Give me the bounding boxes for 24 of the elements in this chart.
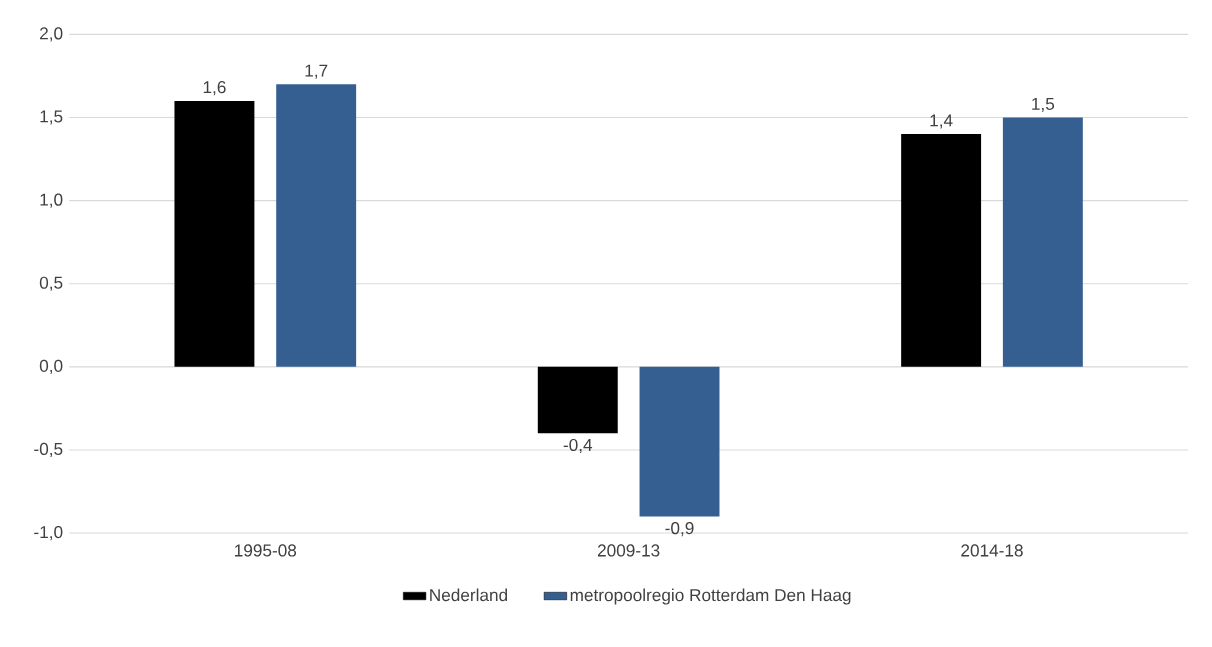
legend-label: Nederland xyxy=(430,588,508,602)
bar xyxy=(174,100,255,367)
y-tick-label: 0,5 xyxy=(39,276,63,291)
x-tick-label: 2009-13 xyxy=(597,544,660,557)
data-label: 1,7 xyxy=(305,64,328,79)
data-label: 1,4 xyxy=(930,114,953,129)
bar xyxy=(901,134,982,367)
bar xyxy=(639,366,720,517)
data-label: 1,6 xyxy=(203,81,226,96)
bar xyxy=(1002,117,1083,367)
bar xyxy=(276,84,357,367)
y-tick-label: 0,0 xyxy=(39,359,63,375)
y-tick-label: -0,5 xyxy=(34,442,63,458)
y-tick-label: 1,0 xyxy=(40,193,63,208)
y-tick-label: -1,0 xyxy=(34,526,63,541)
x-tick-label: 1995-08 xyxy=(235,544,297,557)
data-label: -0,4 xyxy=(563,438,593,454)
data-label: 1,5 xyxy=(1032,98,1055,113)
x-tick-label: 2014-18 xyxy=(961,544,1023,557)
y-tick-label: 2,0 xyxy=(40,27,63,42)
data-label: -0,9 xyxy=(665,522,694,537)
bar xyxy=(537,366,618,434)
y-tick-label: 1,5 xyxy=(40,110,63,125)
legend-label: metropoolregio Rotterdam Den Haag xyxy=(570,588,851,605)
